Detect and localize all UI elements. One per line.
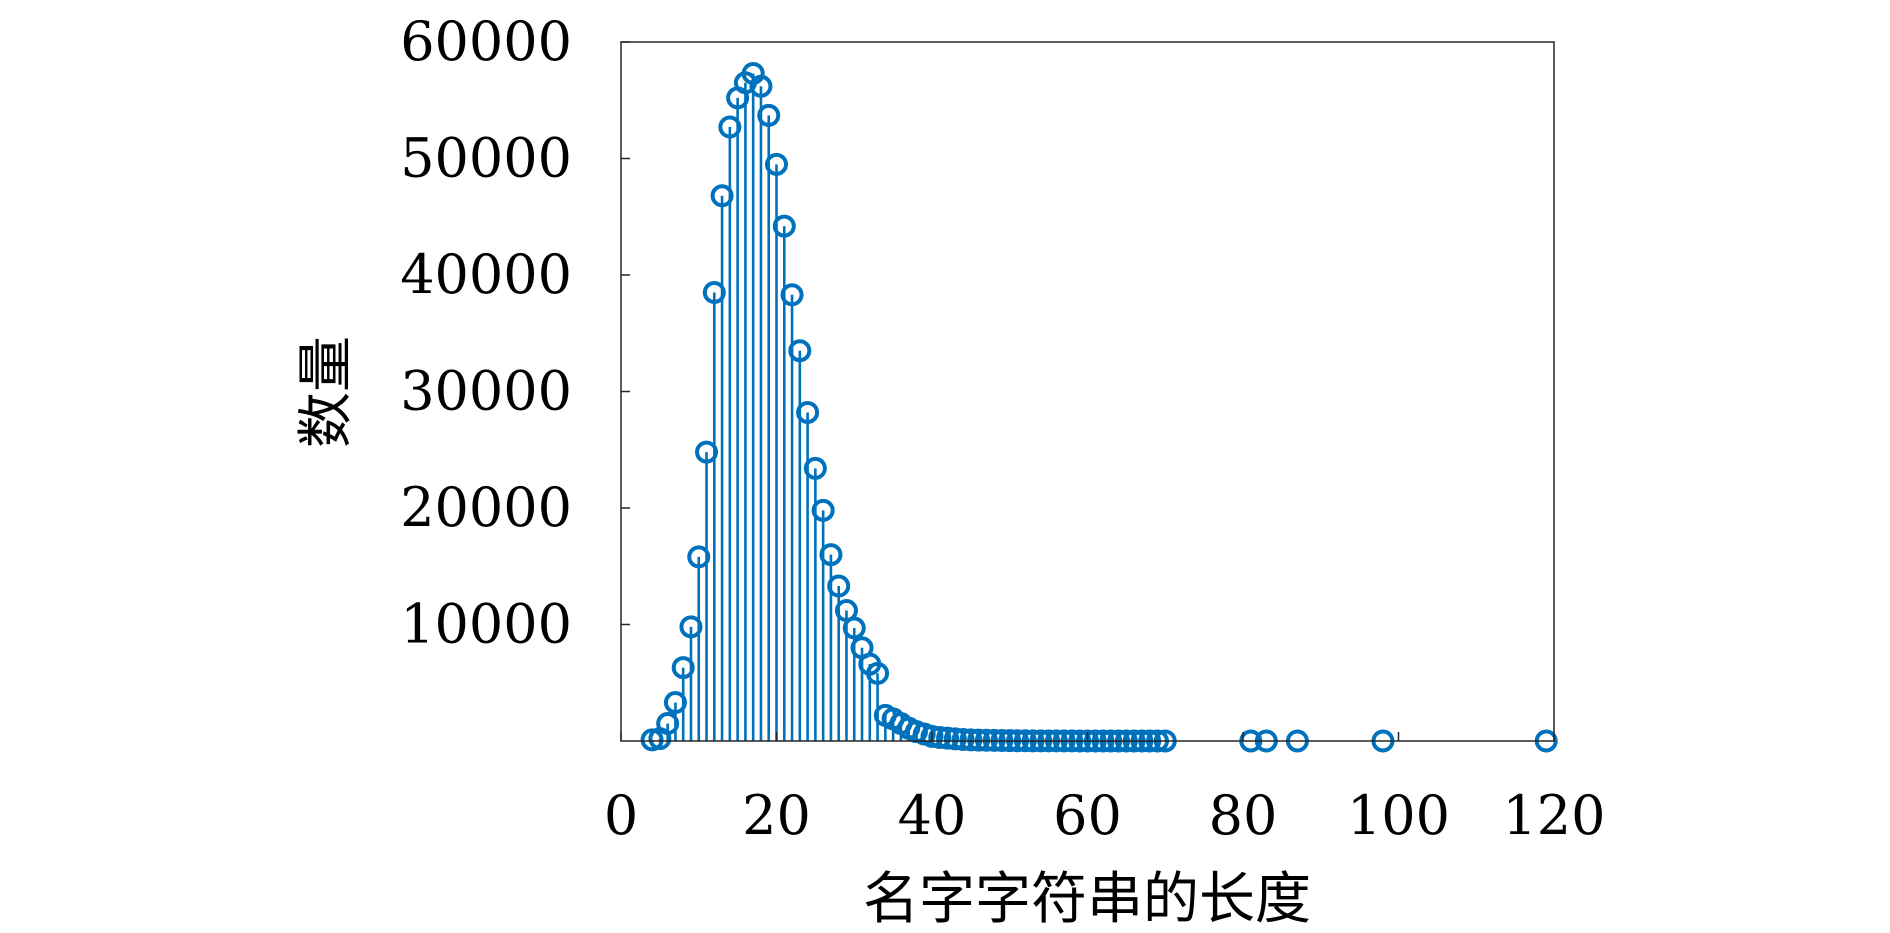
stem-marker: [765, 152, 788, 176]
stem-marker: [772, 214, 796, 238]
y-tick-label: 30000: [400, 360, 572, 423]
stem-marker: [679, 615, 703, 639]
stem-marker: [663, 691, 687, 715]
stem-marker: [842, 616, 866, 640]
x-tick-label: 100: [1347, 784, 1450, 847]
stem-marker: [866, 661, 890, 685]
x-tick-label: 60: [1053, 784, 1122, 847]
x-tick-label: 120: [1502, 784, 1605, 847]
stem-marker: [811, 498, 835, 522]
y-tick-label: 10000: [400, 593, 572, 656]
stem-marker: [943, 727, 967, 751]
y-tick-label: 60000: [400, 10, 572, 73]
stem-marker: [827, 574, 851, 598]
stem-marker: [928, 726, 952, 750]
stem-marker: [967, 728, 991, 752]
stem-marker: [803, 456, 827, 480]
stem-marker: [796, 400, 820, 424]
x-axis-label: 名字字符串的长度: [863, 867, 1311, 932]
stem-marker: [819, 543, 843, 567]
stem-marker: [749, 74, 773, 98]
x-tick-label: 40: [898, 784, 967, 847]
y-tick-label: 50000: [400, 127, 572, 190]
stem-marker: [780, 283, 804, 307]
stem-marker: [656, 712, 680, 736]
y-tick-label: 40000: [400, 243, 572, 306]
x-axis-ticks: 0 20 40 60 80 100 120: [604, 732, 1606, 847]
stem-marker: [951, 727, 975, 751]
stem-marker: [757, 103, 781, 127]
stem-marker: [671, 656, 695, 680]
stem-series: [640, 61, 1558, 753]
stem-marker: [718, 115, 742, 139]
x-tick-label: 80: [1209, 784, 1278, 847]
stem-marker: [788, 339, 812, 363]
stem-marker: [687, 545, 711, 569]
stem-marker: [936, 726, 960, 750]
stem-marker: [702, 280, 726, 304]
y-axis-label: 数量: [294, 336, 359, 448]
stem-marker: [695, 440, 719, 464]
stem-marker: [710, 184, 734, 208]
y-axis-ticks: 10000 20000 30000 40000 50000 60000: [400, 10, 630, 656]
stem-marker: [959, 728, 983, 752]
x-tick-label: 20: [742, 784, 811, 847]
y-tick-label: 20000: [400, 476, 572, 539]
x-tick-label: 0: [604, 784, 638, 847]
